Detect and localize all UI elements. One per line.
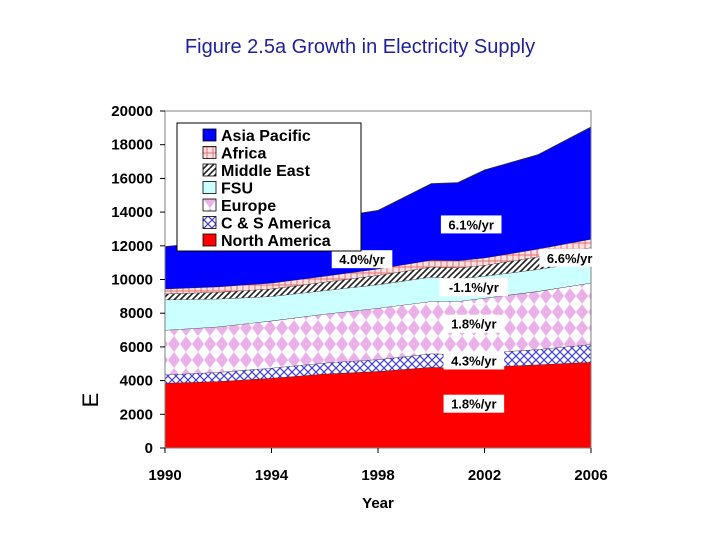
annotation-fsu: -1.1%/yr [439,278,509,297]
legend-label: Africa [221,146,266,163]
annotation-asia-pacific: 6.1%/yr [440,215,502,234]
annotation-text: 6.6%/yr [547,251,593,266]
annotation-box [331,250,393,269]
annotation-text: 1.8%/yr [451,397,497,412]
chart-title: Figure 2.5a Growth in Electricity Supply [184,36,536,58]
annotation-box [440,215,502,234]
annotation-box [443,351,505,370]
legend-swatch [202,181,217,194]
legend-swatch [202,198,217,212]
legend-item-africa: Africa [202,146,266,163]
legend-item-asia-pacific: Asia Pacific [202,128,311,145]
annotation-north-america: 1.8%/yr [443,394,505,413]
annotation-middle-east: 6.6%/yr [539,248,600,267]
y-tick-label: 8000 [120,305,153,322]
annotation-africa: 4.0%/yr [331,250,393,269]
annotation-text: 6.1%/yr [448,217,494,232]
legend-label: C & S America [221,216,331,233]
annotation-text: 4.3%/yr [451,353,497,368]
x-axis-label: Year [362,495,394,512]
annotation-box [439,278,509,297]
legend-label: Europe [221,198,276,215]
area-africa [165,239,591,294]
legend-swatch [202,233,217,247]
legend-item-c-s-america: C & S America [202,216,331,233]
y-axis-label: E [78,393,103,408]
legend-label: North America [221,233,331,250]
annotation-box [539,248,600,267]
annotation-text: 4.0%/yr [339,252,385,267]
legend-swatch [202,163,217,177]
growth-annotations: 6.1%/yr 4.0%/yr 6.6%/yr -1.1%/yr 1.8%/yr 4.3%… [331,215,600,413]
legend-item-middle-east: Middle East [202,163,311,180]
legend-swatch [202,216,217,229]
annotation-box [443,394,505,413]
legend-swatch [202,128,217,142]
x-tick-label: 2006 [574,467,607,484]
annotation-c-s-america: 4.3%/yr [443,351,505,370]
area-north-america [165,362,591,448]
legend-swatch [202,146,217,159]
legend-item-north-america: North America [202,233,331,250]
y-tick-label: 18000 [111,137,153,154]
y-tick-label: 16000 [111,170,153,187]
annotation-text: 1.8%/yr [451,317,497,332]
legend-item-fsu: FSU [202,181,253,198]
x-tick-label: 2002 [468,467,501,484]
y-tick-label: 10000 [111,272,153,289]
legend-label: Asia Pacific [221,128,311,145]
annotation-europe: 1.8%/yr [443,314,505,333]
annotation-text: -1.1%/yr [449,280,499,295]
y-tick-label: 14000 [111,204,153,221]
annotation-box [443,314,505,333]
y-axis: 0 2000 4000 6000 8000 10000 12000 14000 16000 180… [111,103,165,457]
legend-label: FSU [221,181,253,198]
x-tick-label: 1998 [361,467,394,484]
y-tick-label: 6000 [120,339,153,356]
y-tick-label: 12000 [111,238,153,255]
y-tick-label: 20000 [111,103,153,120]
legend-label: Middle East [221,163,311,180]
area-middle-east [165,247,591,300]
y-tick-label: 2000 [120,406,153,423]
x-tick-label: 1994 [255,467,289,484]
legend-item-europe: Europe [202,198,276,215]
x-tick-label: 1990 [148,467,181,484]
y-tick-label: 0 [145,440,153,457]
y-tick-label: 4000 [120,373,153,390]
x-axis: 1990 1994 1998 2002 2006 [148,448,608,484]
